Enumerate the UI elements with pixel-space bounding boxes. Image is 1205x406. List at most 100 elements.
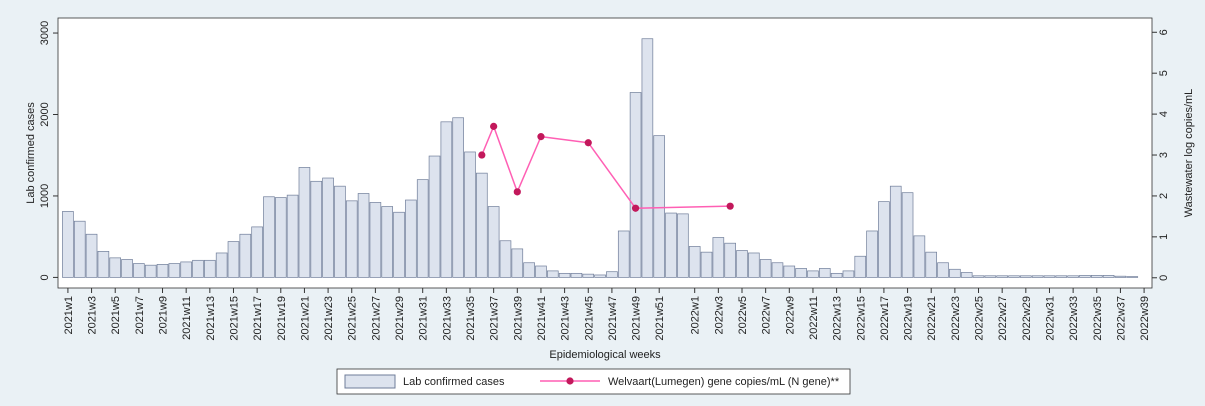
x-tick-label: 2021w41 xyxy=(536,296,548,341)
y2-tick-label: 2 xyxy=(1158,193,1170,199)
bar xyxy=(464,151,476,278)
bar xyxy=(949,268,961,278)
legend-swatch xyxy=(344,374,396,389)
bar xyxy=(215,252,228,278)
x-tick-label: 2021w29 xyxy=(394,296,406,341)
line-marker xyxy=(478,151,486,159)
bar xyxy=(1020,275,1032,278)
bar xyxy=(416,179,429,278)
bar xyxy=(842,270,855,278)
x-tick-label: 2022w25 xyxy=(974,296,986,341)
x-tick-label: 2022w31 xyxy=(1044,296,1056,341)
bar xyxy=(878,201,890,278)
bar xyxy=(617,230,630,278)
x-tick-label: 2021w19 xyxy=(276,296,288,341)
bar xyxy=(677,213,689,278)
x-tick-label: 2021w21 xyxy=(299,296,311,341)
bar xyxy=(712,237,725,278)
y2-tick-label: 4 xyxy=(1158,111,1170,117)
y2-tick-label: 5 xyxy=(1158,70,1170,76)
x-tick-label: 2021w31 xyxy=(418,296,430,341)
bar xyxy=(1114,275,1127,278)
plot-area xyxy=(57,17,1153,289)
x-tick-label: 2022w39 xyxy=(1139,296,1151,341)
line-marker xyxy=(726,202,734,210)
bar xyxy=(144,264,157,278)
bar xyxy=(653,135,666,278)
bar xyxy=(558,272,571,278)
bar xyxy=(251,226,263,278)
bar xyxy=(866,230,878,278)
bar xyxy=(109,257,122,278)
bar xyxy=(700,251,713,278)
x-tick-label: 2021w49 xyxy=(631,296,643,341)
bar xyxy=(771,262,784,278)
bar xyxy=(925,251,938,278)
x-tick-label: 2022w5 xyxy=(737,296,749,335)
bar xyxy=(641,38,654,278)
x-tick-label: 2021w23 xyxy=(323,296,335,341)
bar xyxy=(937,262,949,278)
bar xyxy=(62,211,74,278)
line-marker xyxy=(490,122,498,130)
bar xyxy=(298,167,311,278)
y2-axis-title: Wastewater log copies/mL xyxy=(1183,89,1195,218)
bar xyxy=(1126,276,1139,278)
line-marker xyxy=(513,188,521,196)
legend-label: Welvaart(Lumegen) gene copies/mL (N gene… xyxy=(608,376,840,388)
line-segment xyxy=(492,126,519,193)
line-marker xyxy=(537,133,545,141)
x-tick-label: 2021w45 xyxy=(583,296,595,341)
x-tick-label: 2021w3 xyxy=(87,296,99,335)
x-tick-label: 2022w15 xyxy=(855,296,867,341)
x-tick-label: 2022w35 xyxy=(1092,296,1104,341)
bar xyxy=(795,268,807,278)
bar xyxy=(121,259,133,278)
y-tick-label: 1000 xyxy=(39,184,51,208)
bar xyxy=(665,212,677,278)
bar xyxy=(452,117,464,278)
x-tick-label: 2021w15 xyxy=(228,296,240,341)
x-tick-label: 2021w37 xyxy=(489,296,501,341)
x-tick-label: 2022w37 xyxy=(1115,296,1127,341)
bar xyxy=(334,185,346,278)
x-tick-label: 2021w39 xyxy=(512,296,524,341)
x-tick-label: 2021w47 xyxy=(607,296,619,341)
x-tick-label: 2021w7 xyxy=(134,296,146,335)
y-tick-label: 3000 xyxy=(39,21,51,45)
bar xyxy=(345,200,358,278)
bar xyxy=(168,263,181,278)
x-tick-label: 2022w11 xyxy=(808,296,820,340)
bar xyxy=(192,259,204,278)
bar xyxy=(1067,275,1079,278)
bar xyxy=(227,241,240,278)
x-tick-label: 2022w29 xyxy=(1021,296,1033,341)
bar xyxy=(523,262,535,278)
bar xyxy=(1008,275,1020,278)
bar xyxy=(783,265,796,278)
bar xyxy=(428,155,441,278)
x-tick-label: 2022w21 xyxy=(926,296,938,341)
line-marker xyxy=(631,204,640,212)
bar xyxy=(736,250,748,278)
bar xyxy=(322,177,334,278)
line-segment xyxy=(635,205,731,209)
bar xyxy=(889,185,902,278)
bar xyxy=(1043,275,1056,278)
x-tick-label: 2021w17 xyxy=(252,296,264,341)
bar xyxy=(263,196,275,278)
x-tick-label: 2021w5 xyxy=(110,296,122,335)
x-tick-label: 2021w9 xyxy=(158,296,170,335)
bar xyxy=(688,246,701,278)
bar xyxy=(274,197,287,278)
bar xyxy=(511,248,524,278)
x-tick-label: 2022w17 xyxy=(879,296,891,341)
bar xyxy=(818,268,831,278)
bar xyxy=(476,172,488,278)
y2-tick-label: 6 xyxy=(1158,29,1170,35)
bar xyxy=(535,265,547,278)
bar xyxy=(759,259,772,278)
bar xyxy=(133,263,145,278)
line-segment xyxy=(516,136,542,193)
